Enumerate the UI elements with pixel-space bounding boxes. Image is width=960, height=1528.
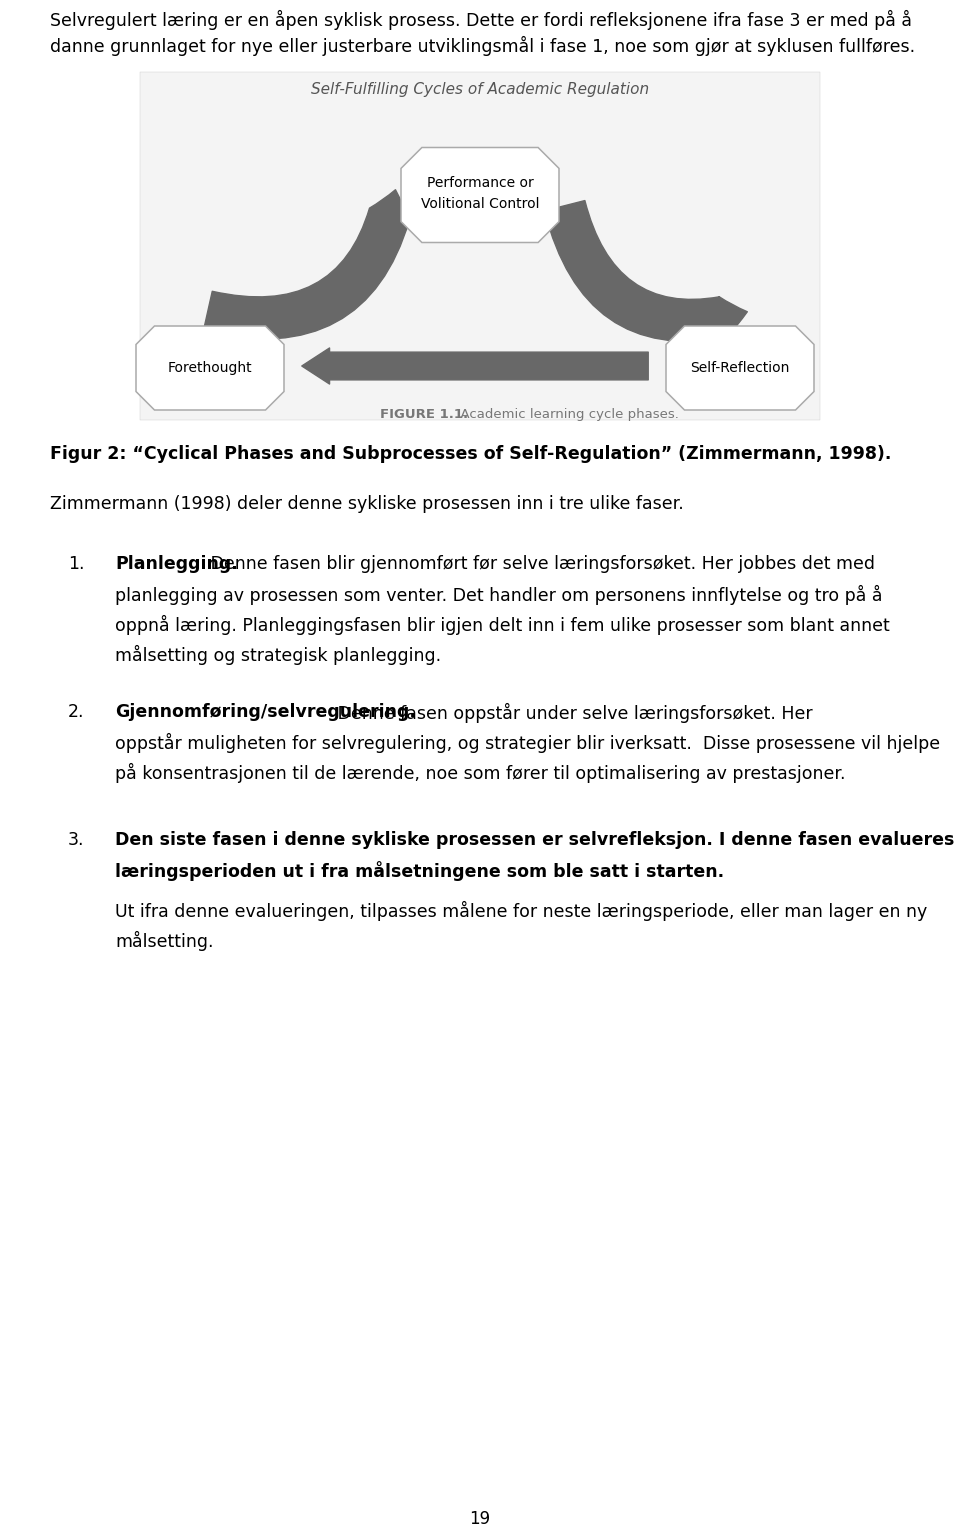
Text: målsetting og strategisk planlegging.: målsetting og strategisk planlegging. (115, 645, 442, 665)
Text: Gjennomføring/selvregulering.: Gjennomføring/selvregulering. (115, 703, 416, 721)
Text: Selvregulert læring er en åpen syklisk prosess. Dette er fordi refleksjonene ifr: Selvregulert læring er en åpen syklisk p… (50, 11, 912, 31)
Text: Den siste fasen i denne sykliske prosessen er selvrefleksjon. I denne fasen eval: Den siste fasen i denne sykliske prosess… (115, 831, 954, 850)
Text: oppstår muligheten for selvregulering, og strategier blir iverksatt.  Disse pros: oppstår muligheten for selvregulering, o… (115, 733, 940, 753)
Text: Self-Reflection: Self-Reflection (690, 361, 790, 374)
Text: Denne fasen blir gjennomført før selve læringsforsøket. Her jobbes det med: Denne fasen blir gjennomført før selve l… (205, 555, 875, 573)
Text: på konsentrasjonen til de lærende, noe som fører til optimalisering av prestasjo: på konsentrasjonen til de lærende, noe s… (115, 762, 846, 782)
Polygon shape (666, 325, 814, 410)
Text: 3.: 3. (68, 831, 84, 850)
Text: danne grunnlaget for nye eller justerbare utviklingsmål i fase 1, noe som gjør a: danne grunnlaget for nye eller justerbar… (50, 37, 915, 57)
Text: planlegging av prosessen som venter. Det handler om personens innflytelse og tro: planlegging av prosessen som venter. Det… (115, 585, 882, 605)
Text: Academic learning cycle phases.: Academic learning cycle phases. (451, 408, 679, 422)
Text: Forethought: Forethought (168, 361, 252, 374)
Text: oppnå læring. Planleggingsfasen blir igjen delt inn i fem ulike prosesser som bl: oppnå læring. Planleggingsfasen blir igj… (115, 614, 890, 636)
FancyArrowPatch shape (301, 348, 648, 384)
Text: 1.: 1. (68, 555, 84, 573)
Text: målsetting.: målsetting. (115, 931, 213, 950)
Text: FIGURE 1.1.: FIGURE 1.1. (380, 408, 468, 422)
Text: Volitional Control: Volitional Control (420, 197, 540, 211)
Text: Denne fasen oppstår under selve læringsforsøket. Her: Denne fasen oppstår under selve læringsf… (332, 703, 813, 723)
Polygon shape (136, 325, 284, 410)
Polygon shape (401, 148, 559, 243)
Text: læringsperioden ut i fra målsetningene som ble satt i starten.: læringsperioden ut i fra målsetningene s… (115, 860, 724, 882)
Text: Ut ifra denne evalueringen, tilpasses målene for neste læringsperiode, eller man: Ut ifra denne evalueringen, tilpasses må… (115, 902, 927, 921)
Text: Zimmermann (1998) deler denne sykliske prosessen inn i tre ulike faser.: Zimmermann (1998) deler denne sykliske p… (50, 495, 684, 513)
Bar (140, 72, 820, 420)
FancyArrowPatch shape (544, 200, 747, 341)
Text: Self-Fulfilling Cycles of Academic Regulation: Self-Fulfilling Cycles of Academic Regul… (311, 83, 649, 96)
Text: 2.: 2. (68, 703, 84, 721)
Text: Planlegging.: Planlegging. (115, 555, 238, 573)
Text: Figur 2: “Cyclical Phases and Subprocesses of Self-Regulation” (Zimmermann, 1998: Figur 2: “Cyclical Phases and Subprocess… (50, 445, 892, 463)
Text: 19: 19 (469, 1510, 491, 1528)
Text: Performance or: Performance or (426, 176, 534, 189)
FancyArrowPatch shape (204, 189, 410, 339)
